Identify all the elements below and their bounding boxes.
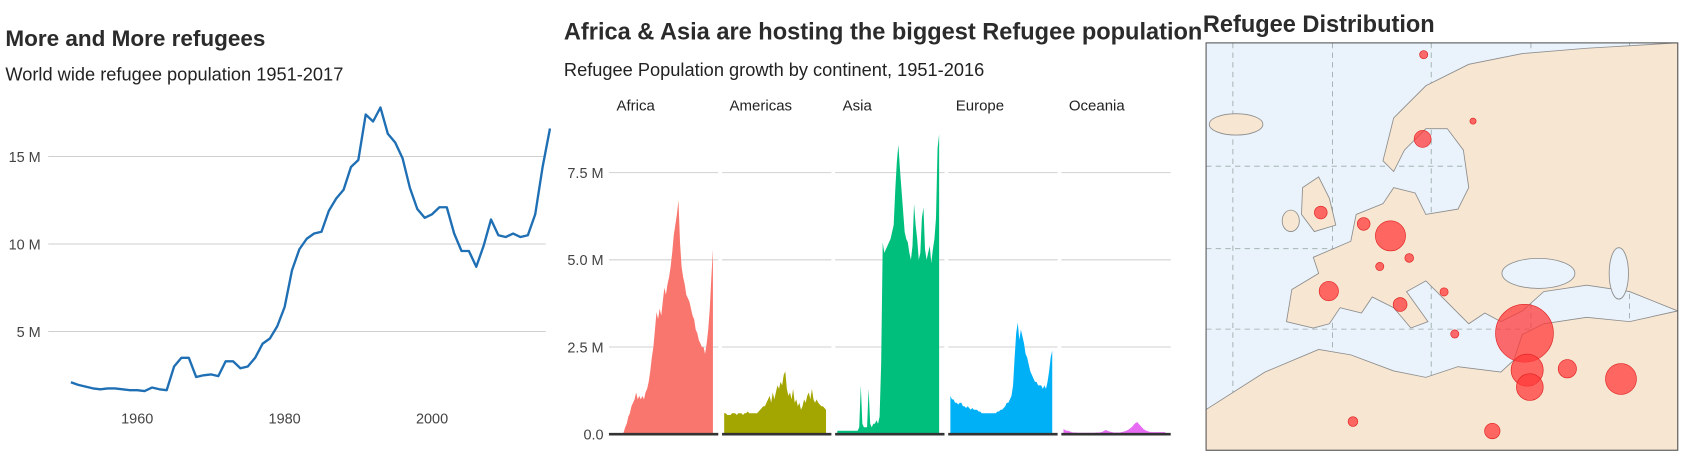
bubble xyxy=(1484,422,1501,440)
y-tick-label: 15 M xyxy=(9,150,41,166)
area xyxy=(611,200,713,435)
facet-label: Americas xyxy=(730,97,793,114)
bubble xyxy=(1495,303,1554,363)
y-tick-label: 2.5 M xyxy=(567,340,603,356)
bubble xyxy=(1516,373,1544,401)
chart-title: Africa & Asia are hosting the biggest Re… xyxy=(564,19,1202,45)
bubble xyxy=(1439,287,1449,297)
bubble xyxy=(1392,297,1408,312)
x-tick-label: 1980 xyxy=(269,411,301,427)
y-tick-label: 5 M xyxy=(17,325,41,341)
bubble xyxy=(1375,220,1406,252)
bubble xyxy=(1314,205,1328,220)
map-frame xyxy=(1205,42,1679,451)
facet-label: Europe xyxy=(956,97,1004,114)
area xyxy=(950,322,1053,435)
chart-subtitle: World wide refugee population 1951-2017 xyxy=(5,64,343,84)
y-tick-label: 7.5 M xyxy=(567,166,603,182)
x-tick-label: 1960 xyxy=(121,411,153,427)
facet-label: Asia xyxy=(843,97,873,114)
bubble xyxy=(1419,50,1429,60)
bubble xyxy=(1450,329,1460,339)
area xyxy=(1063,421,1166,435)
y-tick-label: 10 M xyxy=(9,237,41,253)
chart-subtitle: Refugee Population growth by continent, … xyxy=(564,60,984,80)
facet-label: Africa xyxy=(616,97,655,114)
facet-label: Oceania xyxy=(1069,97,1126,114)
bubble xyxy=(1605,363,1637,395)
bubble xyxy=(1469,117,1477,125)
y-tick-label: 5.0 M xyxy=(567,253,603,269)
line xyxy=(70,106,552,393)
area xyxy=(724,371,827,435)
y-tick-label: 0.0 xyxy=(583,428,603,444)
inland-sea xyxy=(1501,247,1629,300)
bubble xyxy=(1404,253,1414,263)
bubble xyxy=(1557,359,1577,379)
map xyxy=(1206,42,1678,451)
chart-title: More and More refugees xyxy=(5,26,265,51)
bubble xyxy=(1413,130,1432,148)
bubble xyxy=(1375,262,1385,271)
bubble xyxy=(1318,281,1339,302)
x-tick-label: 2000 xyxy=(416,411,448,427)
chart-title: Refugee Distribution xyxy=(1203,11,1435,37)
area xyxy=(837,134,940,435)
bubble xyxy=(1356,217,1371,231)
bubble xyxy=(1347,416,1359,427)
